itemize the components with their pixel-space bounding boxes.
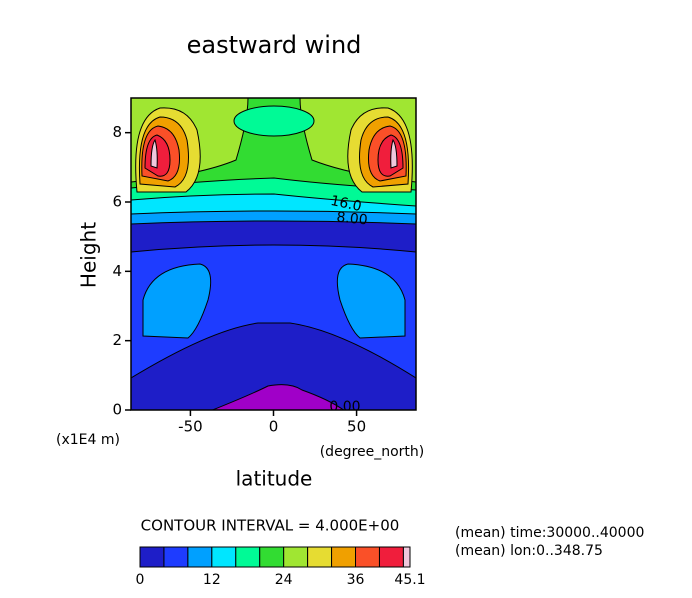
contour-region [233, 105, 315, 137]
chart-title: eastward wind [187, 31, 362, 59]
jet-right [347, 107, 413, 193]
contour-region [390, 138, 398, 169]
contour-region [142, 263, 212, 339]
colorbar-box [331, 546, 357, 568]
contour-region-under [211, 384, 345, 410]
y-tick-label: 0 [112, 401, 122, 419]
colorbar-label: 0 [136, 572, 145, 588]
x-tick-label: 0 [269, 418, 279, 436]
colorbar-box [163, 546, 189, 568]
contour-region [150, 138, 158, 169]
y-tick-label: 8 [112, 123, 122, 141]
colorbar-box [307, 546, 333, 568]
colorbar-box [355, 546, 380, 568]
colorbar-box [259, 546, 285, 568]
colorbar-label: 45.1 [394, 572, 425, 588]
contour-label: 0.00 [329, 399, 360, 415]
colorbar-label: 12 [203, 572, 221, 588]
contour-region [336, 263, 406, 339]
y-tick-label: 6 [112, 193, 122, 211]
colorbar-box [211, 546, 237, 568]
x-unit: (degree_north) [320, 444, 425, 460]
colorbar-label: 36 [347, 572, 365, 588]
x-tick-label: 50 [347, 418, 366, 436]
y-tick-label: 2 [112, 331, 122, 349]
note: (mean) lon:0..348.75 [455, 543, 603, 559]
colorbar-box [378, 546, 404, 568]
y-unit: (x1E4 m) [56, 432, 120, 448]
y-tick-label: 4 [112, 262, 122, 280]
colorbar-box [402, 546, 411, 568]
colorbar-box [235, 546, 261, 568]
contour-field: 16.0 8.00 0.00 [131, 98, 416, 415]
contour-label: 8.00 [336, 209, 369, 228]
colorbar-box [139, 546, 165, 568]
colorbar-label: 24 [275, 572, 293, 588]
colorbar-box [187, 546, 213, 568]
x-tick-label: -50 [178, 418, 203, 436]
contour-interval: CONTOUR INTERVAL = 4.000E+00 [141, 517, 400, 535]
colorbar-box [283, 546, 309, 568]
x-axis-label: latitude [236, 467, 313, 491]
contour-label: 16.0 [329, 193, 363, 215]
y-axis-label: Height [77, 222, 101, 288]
jet-left [135, 107, 201, 193]
note: (mean) time:30000..40000 [455, 525, 644, 541]
